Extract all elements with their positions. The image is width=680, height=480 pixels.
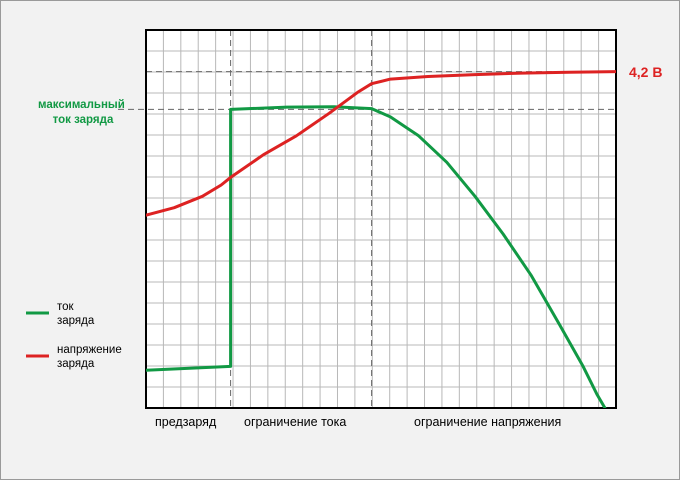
max-current-label: максимальный ток заряда — [38, 99, 128, 126]
voltage-label: 4,2 В — [629, 64, 662, 80]
series-line-voltage — [146, 70, 616, 217]
plot-border — [145, 29, 617, 409]
series-layer — [146, 70, 616, 408]
series-line-current — [146, 105, 607, 408]
legend: ток заряда напряжение заряда — [26, 301, 125, 370]
phase-label-precharge: предзаряд — [155, 415, 217, 429]
legend-label-voltage: напряжение заряда — [57, 344, 125, 370]
phase-label-current-limit: ограничение тока — [244, 415, 346, 429]
grid — [146, 30, 616, 408]
phase-label-voltage-limit: ограничение напряжения — [414, 415, 561, 429]
legend-label-current: ток заряда — [57, 301, 95, 327]
